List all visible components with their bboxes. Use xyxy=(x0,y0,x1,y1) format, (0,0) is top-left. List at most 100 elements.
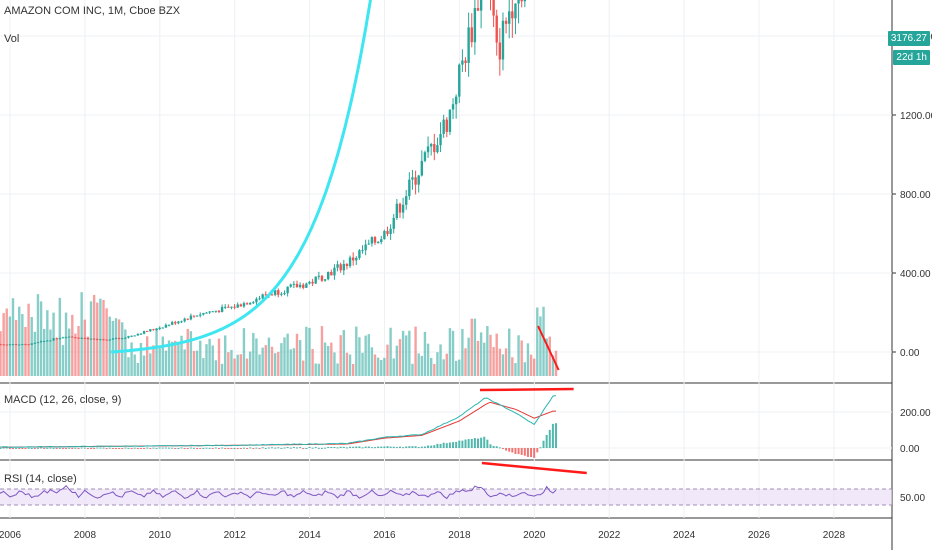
volume-bar xyxy=(258,354,261,376)
macd-histogram-bar xyxy=(93,448,96,449)
macd-histogram-bar xyxy=(274,447,277,449)
candle-body xyxy=(458,64,461,97)
volume-bar xyxy=(389,327,392,376)
volume-bar xyxy=(401,330,405,376)
volume-bar xyxy=(33,331,37,376)
macd-histogram-bar xyxy=(114,448,117,449)
volume-bar xyxy=(152,345,155,376)
candle-body xyxy=(2,344,5,346)
macd-histogram-bar xyxy=(377,446,380,448)
candle-body xyxy=(401,204,405,213)
volume-bar xyxy=(174,340,177,376)
volume-bar xyxy=(167,340,171,376)
volume-bar xyxy=(130,342,133,376)
volume-bar xyxy=(383,357,386,376)
macd-histogram-bar xyxy=(408,446,411,448)
candle-body xyxy=(283,293,286,295)
rsi-label[interactable]: RSI (14, close) xyxy=(4,473,77,485)
volume-bar xyxy=(486,326,489,376)
macd-histogram-bar xyxy=(161,447,164,449)
macd-histogram-bar xyxy=(483,436,486,448)
candle-body xyxy=(74,337,77,339)
volume-bar xyxy=(526,343,530,376)
candle-body xyxy=(105,339,108,341)
volume-bar xyxy=(454,360,458,376)
macd-histogram-bar xyxy=(430,445,433,448)
macd-histogram-bar xyxy=(143,448,146,449)
candle-body xyxy=(211,311,214,313)
macd-histogram-bar xyxy=(461,440,464,448)
macd-histogram-bar xyxy=(370,447,373,449)
candle-body xyxy=(339,264,342,271)
macd-histogram-bar xyxy=(314,447,317,449)
volume-bar xyxy=(517,335,520,376)
candle-body xyxy=(230,306,233,308)
candle-body xyxy=(323,279,327,281)
macd-histogram-bar xyxy=(152,447,155,449)
symbol-title[interactable]: AMAZON COM INC, 1M, Cboe BZX xyxy=(4,5,181,17)
volume-bar xyxy=(211,345,214,376)
macd-histogram-bar xyxy=(255,447,258,449)
volume-bar xyxy=(252,332,255,376)
macd-histogram-bar xyxy=(99,447,102,449)
candle-body xyxy=(195,315,199,317)
volume-bar xyxy=(180,335,183,376)
macd-histogram-bar xyxy=(489,444,492,448)
candle-body xyxy=(180,321,183,323)
volume-bar xyxy=(498,348,502,376)
volume-bar xyxy=(155,327,158,376)
macd-histogram-bar xyxy=(199,448,202,449)
candle-body xyxy=(280,293,283,295)
volume-bar xyxy=(105,308,108,376)
macd-histogram-bar xyxy=(18,448,21,449)
candle-body xyxy=(161,327,164,329)
volume-bar xyxy=(479,332,483,376)
macd-histogram-bar xyxy=(280,447,283,449)
rsi-pane xyxy=(0,484,557,500)
macd-histogram-bar xyxy=(196,448,199,449)
candle-body xyxy=(242,303,246,307)
volume-bar xyxy=(536,307,539,376)
volume-bar xyxy=(170,341,174,376)
volume-bar xyxy=(330,342,333,376)
volume-bar xyxy=(74,333,77,376)
candle-body xyxy=(189,315,193,320)
candle-body xyxy=(77,337,80,339)
volume-bar xyxy=(392,358,395,376)
volume-bar xyxy=(414,326,417,376)
x-tick-label: 2024 xyxy=(673,530,696,541)
macd-histogram-bar xyxy=(439,443,442,448)
volume-bar xyxy=(164,350,168,376)
volume-label[interactable]: Vol xyxy=(4,33,20,45)
volume-bar xyxy=(458,359,461,376)
macd-histogram-bar xyxy=(202,447,205,449)
candle-body xyxy=(445,119,448,132)
macd-histogram-bar xyxy=(555,423,558,448)
candle-body xyxy=(523,0,527,2)
volume-bar xyxy=(495,333,498,376)
macd-histogram-bar xyxy=(417,447,420,449)
candle-body xyxy=(55,338,58,340)
macd-histogram-bar xyxy=(311,447,314,449)
macd-histogram-bar xyxy=(355,446,358,448)
volume-bar xyxy=(8,316,12,376)
volume-bar xyxy=(217,338,221,376)
candle-body xyxy=(117,338,121,340)
macd-histogram-bar xyxy=(324,447,327,449)
macd-histogram-bar xyxy=(283,447,286,449)
volume-bar xyxy=(161,336,164,376)
volume-bar xyxy=(208,338,211,376)
candle-body xyxy=(333,267,336,276)
x-tick-label: 2020 xyxy=(523,530,546,541)
volume-bar xyxy=(214,360,218,376)
rsi-band xyxy=(0,489,892,505)
macd-histogram-bar xyxy=(43,448,46,449)
volume-bar xyxy=(83,319,86,376)
macd-histogram-bar xyxy=(27,447,30,449)
macd-histogram-bar xyxy=(277,447,280,449)
volume-bar xyxy=(11,298,15,376)
macd-histogram-bar xyxy=(36,447,39,449)
macd-histogram-bar xyxy=(464,439,467,448)
macd-label[interactable]: MACD (12, 26, close, 9) xyxy=(4,394,122,406)
